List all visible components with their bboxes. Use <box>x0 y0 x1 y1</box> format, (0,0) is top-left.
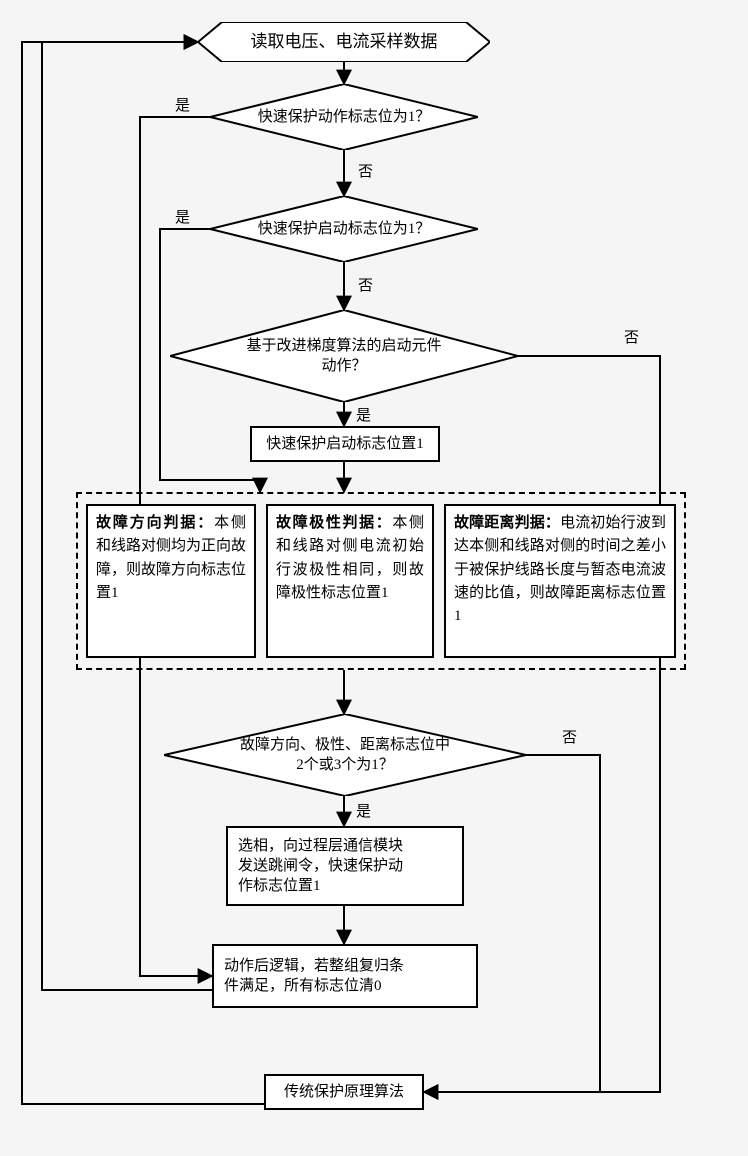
p-trip-label: 选相，向过程层通信模块 发送跳闸令，快速保护动 作标志位置1 <box>238 836 403 897</box>
edge <box>424 755 600 1092</box>
criteria-dist-title: 故障距离判据： <box>454 515 560 531</box>
decision-flag-start: 快速保护启动标志位为1？ <box>210 196 478 262</box>
criteria-distance: 故障距离判据：电流初始行波到达本侧和线路对侧的时间之差小于被保护线路长度与暂态电… <box>444 504 676 658</box>
d3-label: 基于改进梯度算法的启动元件 动作？ <box>224 332 463 381</box>
d1-label: 快速保护动作标志位为1？ <box>236 103 453 131</box>
edge-label-d2-yes: 是 <box>175 206 190 227</box>
criteria-pol-title: 故障极性判据： <box>276 515 392 531</box>
d2-label: 快速保护启动标志位为1？ <box>236 215 453 243</box>
edge-label-d2-no: 否 <box>358 274 373 295</box>
process-reset: 动作后逻辑，若整组复归条 件满足，所有标志位清0 <box>212 944 478 1008</box>
edge-label-d3-no: 否 <box>624 326 639 347</box>
decision-gradient-trigger: 基于改进梯度算法的启动元件 动作？ <box>170 310 518 402</box>
p-setstart-label: 快速保护启动标志位置1 <box>266 434 424 454</box>
p-reset-label: 动作后逻辑，若整组复归条 件满足，所有标志位清0 <box>224 956 404 997</box>
decision-flag-action: 快速保护动作标志位为1？ <box>210 84 478 150</box>
criteria-direction: 故障方向判据：本侧和线路对侧均为正向故障，则故障方向标志位置1 <box>86 504 256 658</box>
process-set-start-flag: 快速保护启动标志位置1 <box>250 426 440 462</box>
edge-label-d1-yes: 是 <box>175 94 190 115</box>
criteria-dist-text: 电流初始行波到达本侧和线路对侧的时间之差小于被保护线路长度与暂态电流波速的比值，… <box>454 515 666 624</box>
p-trad-label: 传统保护原理算法 <box>284 1082 404 1102</box>
d4-label: 故障方向、极性、距离标志位中 2个或3个为1？ <box>218 731 472 780</box>
process-trip: 选相，向过程层通信模块 发送跳闸令，快速保护动 作标志位置1 <box>226 826 464 906</box>
edge-label-d1-no: 否 <box>358 160 373 181</box>
decision-two-or-three: 故障方向、极性、距离标志位中 2个或3个为1？ <box>164 714 526 796</box>
process-traditional: 传统保护原理算法 <box>264 1074 424 1110</box>
edge-label-d4-yes: 是 <box>356 800 371 821</box>
criteria-dir-title: 故障方向判据： <box>96 515 214 531</box>
edge-label-d3-yes: 是 <box>356 404 371 425</box>
start-label: 读取电压、电流采样数据 <box>221 27 468 58</box>
criteria-polarity: 故障极性判据：本侧和线路对侧电流初始行波极性相同，则故障极性标志位置1 <box>266 504 434 658</box>
edge-label-d4-no: 否 <box>562 726 577 747</box>
start-node: 读取电压、电流采样数据 <box>198 22 490 62</box>
